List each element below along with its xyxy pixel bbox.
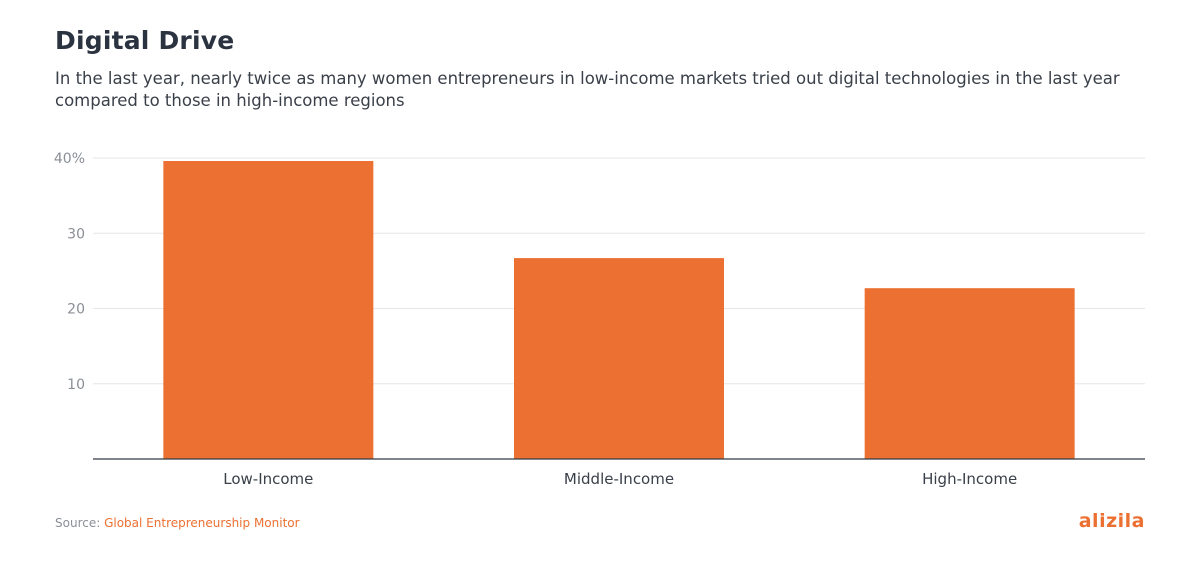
y-axis-ticks: 10 20 30 40% xyxy=(54,151,85,393)
source-link[interactable]: Global Entrepreneurship Monitor xyxy=(104,516,300,530)
y-tick-label: 10 xyxy=(67,377,85,393)
bar-chart: 10 20 30 40% Low-Income Middle-Income High-In… xyxy=(54,151,1145,488)
y-tick-label: 20 xyxy=(67,302,85,318)
brand-logo: alizila xyxy=(1078,510,1145,532)
y-tick-label: 30 xyxy=(67,226,85,242)
bar-middle-income xyxy=(514,258,724,459)
x-tick-label: High-Income xyxy=(922,470,1017,488)
y-tick-label: 40% xyxy=(54,151,85,167)
x-axis-labels: Low-Income Middle-Income High-Income xyxy=(223,470,1017,488)
bar-low-income xyxy=(163,161,374,459)
bar-high-income xyxy=(864,288,1075,459)
chart-title: Digital Drive xyxy=(55,26,235,55)
x-tick-label: Low-Income xyxy=(223,470,313,488)
x-tick-label: Middle-Income xyxy=(564,470,674,488)
bars xyxy=(163,161,1075,459)
source-prefix: Source: xyxy=(55,516,105,530)
source-note: Source: Global Entrepreneurship Monitor xyxy=(55,516,300,530)
chart-subtitle: In the last year, nearly twice as many w… xyxy=(55,69,1120,110)
